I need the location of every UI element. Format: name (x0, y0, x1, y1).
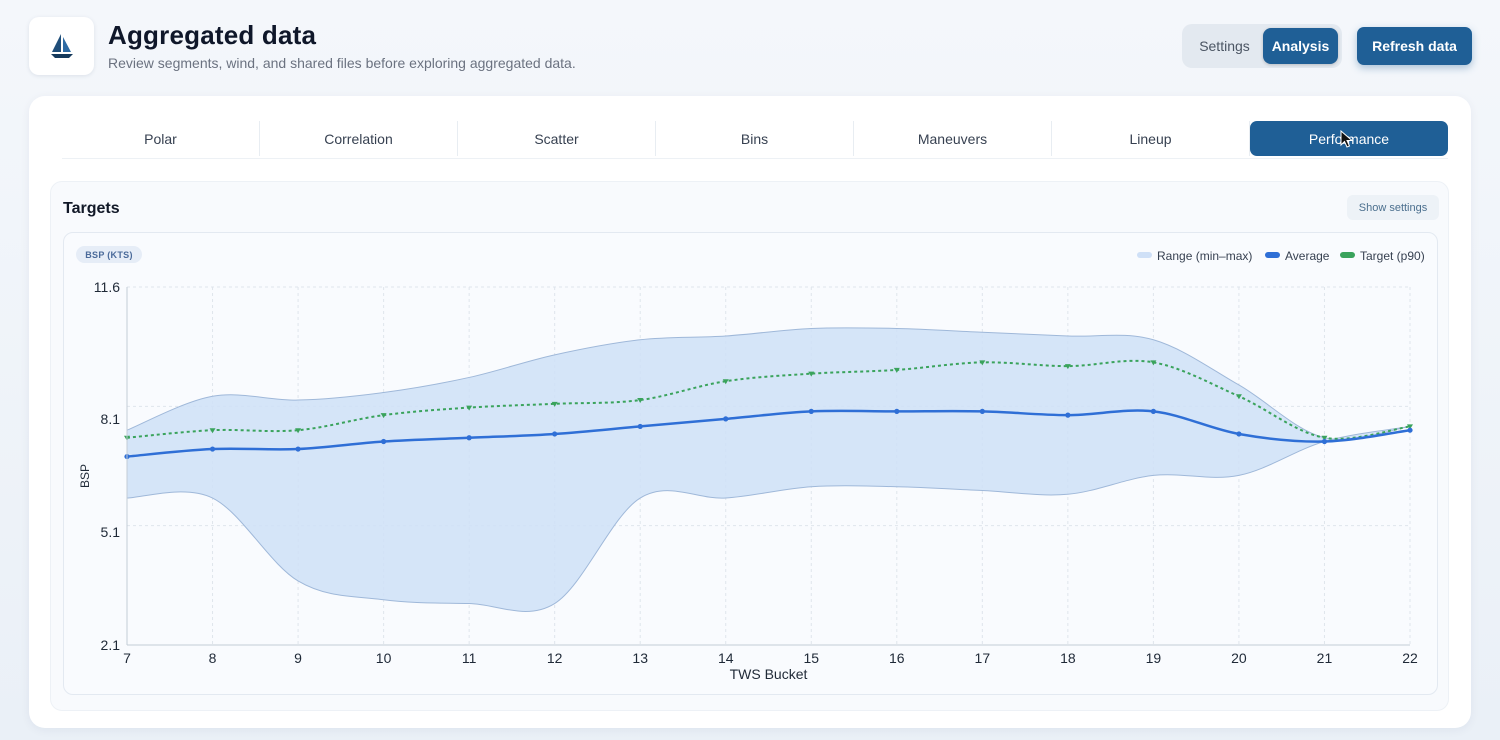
tab-lineup[interactable]: Lineup (1052, 121, 1250, 156)
target-point (209, 428, 216, 434)
average-point (1065, 412, 1071, 418)
settings-mode-button[interactable]: Settings (1186, 28, 1263, 64)
average-point (466, 435, 472, 441)
tab-polar[interactable]: Polar (62, 121, 260, 156)
analysis-tabs: Polar Correlation Scatter Bins Maneuvers… (62, 121, 1448, 159)
average-point (637, 423, 643, 430)
show-settings-button[interactable]: Show settings (1347, 195, 1439, 220)
legend-target-label: Target (p90) (1360, 249, 1425, 263)
legend-average-label: Average (1285, 249, 1330, 263)
app-logo (29, 17, 94, 75)
x-tick-label: 20 (1231, 650, 1247, 666)
average-point (381, 438, 387, 445)
tab-correlation[interactable]: Correlation (260, 121, 458, 156)
x-tick-label: 18 (1060, 650, 1076, 666)
target-point (722, 379, 729, 385)
x-tick-label: 11 (462, 650, 477, 666)
x-tick-label: 16 (889, 650, 905, 666)
refresh-data-button[interactable]: Refresh data (1357, 27, 1472, 65)
target-point (808, 371, 815, 377)
sailboat-icon (50, 34, 73, 58)
x-tick-label: 22 (1402, 650, 1418, 666)
y-tick-label: 8.1 (101, 411, 121, 427)
y-tick-label: 11.6 (94, 279, 120, 295)
average-point (808, 408, 814, 414)
bsp-chart[interactable]: BSP (KTS) Range (min–max) Average Target (… (64, 233, 1437, 694)
mode-toggle: Settings Analysis (1182, 24, 1342, 68)
x-tick-label: 8 (209, 650, 217, 666)
page-subtitle: Review segments, wind, and shared files … (108, 55, 576, 71)
average-point (209, 446, 216, 452)
x-tick-label: 7 (123, 650, 131, 666)
main-card: Polar Correlation Scatter Bins Maneuvers… (29, 96, 1471, 728)
axis-badge-bg (76, 246, 142, 263)
target-point (466, 405, 473, 411)
mouse-cursor-icon (1340, 130, 1354, 148)
chart-container: BSP (KTS) Range (min–max) Average Target (… (63, 232, 1438, 695)
target-point (1235, 394, 1242, 400)
x-tick-label: 9 (294, 650, 302, 666)
y-tick-label: 5.1 (101, 524, 121, 540)
target-point (979, 360, 986, 366)
targets-panel: Targets Show settings BSP (KTS) Range (m… (50, 181, 1449, 711)
target-point (637, 398, 644, 404)
y-axis-title: BSP (78, 464, 92, 488)
legend-range-swatch (1137, 252, 1152, 258)
average-point (979, 408, 985, 414)
target-point (551, 401, 558, 407)
x-tick-label: 13 (632, 650, 648, 666)
tab-scatter[interactable]: Scatter (458, 121, 656, 156)
page-title: Aggregated data (108, 20, 317, 50)
x-tick-label: 21 (1317, 650, 1333, 666)
target-point (295, 428, 302, 434)
analysis-mode-button[interactable]: Analysis (1262, 28, 1338, 64)
legend-average-swatch (1265, 252, 1280, 258)
x-tick-label: 14 (718, 650, 734, 666)
x-tick-label: 10 (376, 650, 392, 666)
target-point (1407, 424, 1413, 430)
x-axis-title: TWS Bucket (730, 666, 808, 682)
average-point (552, 431, 558, 437)
target-point (893, 367, 900, 373)
y-tick-label: 2.1 (101, 637, 121, 653)
legend-range-label: Range (min–max) (1157, 249, 1252, 263)
average-point (1236, 431, 1242, 437)
tab-bins[interactable]: Bins (656, 121, 854, 156)
legend-target-swatch (1340, 252, 1355, 258)
average-point (1407, 427, 1413, 433)
target-point (1064, 364, 1071, 370)
average-line (126, 409, 1411, 458)
average-point (894, 408, 900, 414)
axis-badge: BSP (KTS) (85, 250, 133, 260)
average-point (1150, 408, 1156, 414)
average-point (723, 416, 729, 422)
range-band (126, 327, 1411, 612)
x-tick-label: 15 (803, 650, 819, 666)
x-tick-label: 12 (547, 650, 563, 666)
target-point (1321, 435, 1328, 441)
target-point (1150, 360, 1157, 366)
panel-title: Targets (63, 200, 120, 217)
average-point (1321, 438, 1328, 445)
x-tick-label: 17 (975, 650, 991, 666)
x-tick-label: 19 (1146, 650, 1162, 666)
average-point (295, 446, 301, 452)
target-point (380, 413, 387, 419)
tab-maneuvers[interactable]: Maneuvers (854, 121, 1052, 156)
